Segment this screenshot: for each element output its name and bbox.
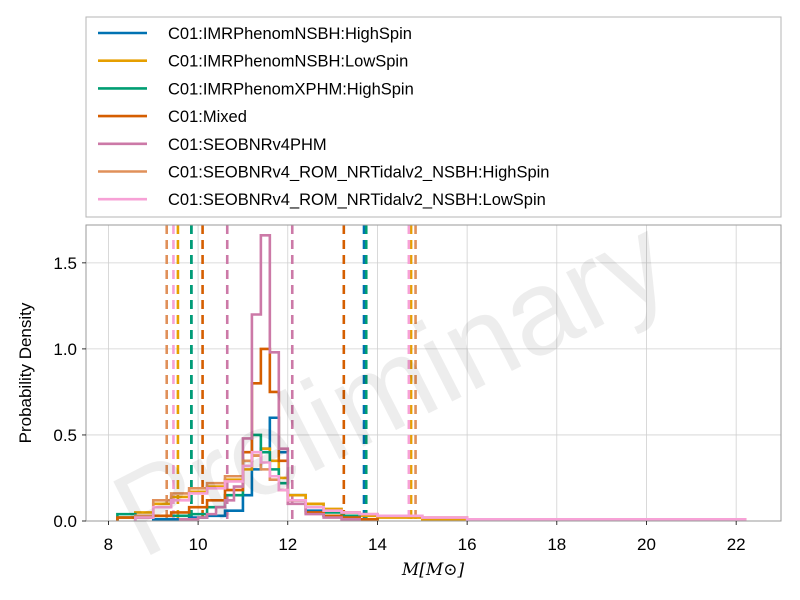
- x-tick-label: 22: [727, 535, 746, 554]
- x-tick-label: 16: [458, 535, 477, 554]
- legend-label: C01:SEOBNRv4PHM: [168, 136, 327, 154]
- legend: C01:IMRPhenomNSBH:HighSpin C01:IMRPhenomN…: [85, 16, 782, 218]
- x-axis-label: M[M⊙]: [401, 560, 465, 580]
- x-tick-label: 18: [547, 535, 566, 554]
- plot-frame: [85, 224, 782, 522]
- legend-label: C01:IMRPhenomXPHM:HighSpin: [168, 80, 414, 98]
- x-tick-label: 20: [637, 535, 656, 554]
- histogram-series: [178, 234, 361, 521]
- legend-label: C01:SEOBNRv4_ROM_NRTidalv2_NSBH:LowSpin: [168, 191, 546, 209]
- x-tick-label: 10: [189, 535, 208, 554]
- legend-label: C01:Mixed: [168, 108, 247, 126]
- y-tick-label: 1.0: [53, 340, 77, 359]
- y-axis-label: Probability Density: [16, 302, 35, 443]
- x-axis-ticks: 8 10 12 14 16 18 20 22: [104, 521, 746, 554]
- y-tick-label: 0.0: [53, 512, 77, 531]
- histogram-series: [116, 347, 379, 521]
- y-tick-label: 1.5: [53, 254, 77, 273]
- x-tick-label: 12: [278, 535, 297, 554]
- legend-label: C01:IMRPhenomNSBH:LowSpin: [168, 53, 408, 71]
- legend-label: C01:SEOBNRv4_ROM_NRTidalv2_NSBH:HighSpin: [168, 164, 549, 182]
- plot-area: 8 10 12 14 16 18 20 22 0.0 0.5 1.0 1.5: [53, 224, 782, 554]
- histogram-series: [134, 450, 747, 521]
- x-tick-label: 14: [368, 535, 387, 554]
- histogram-series: [116, 433, 379, 521]
- credible-interval-lines: [165, 225, 417, 521]
- y-axis-ticks: 0.0 0.5 1.0 1.5: [53, 254, 86, 531]
- legend-frame: [85, 16, 782, 218]
- y-tick-label: 0.5: [53, 426, 77, 445]
- histograms: [116, 234, 747, 521]
- x-tick-label: 8: [104, 535, 113, 554]
- legend-label: C01:IMRPhenomNSBH:HighSpin: [168, 25, 412, 43]
